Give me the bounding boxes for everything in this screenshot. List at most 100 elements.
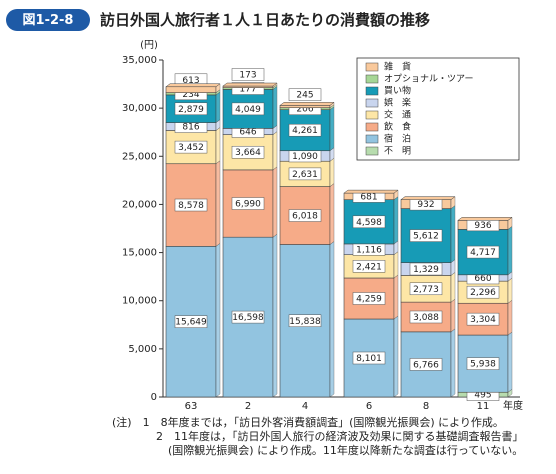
legend-label: 宿 泊 bbox=[384, 133, 411, 145]
label-box bbox=[409, 358, 443, 371]
label-box bbox=[466, 312, 500, 326]
data-label: 5,612 bbox=[413, 232, 439, 242]
data-label: 681 bbox=[360, 192, 377, 202]
y-tick-label: 35,000 bbox=[122, 55, 157, 66]
data-label: 1,116 bbox=[356, 245, 382, 255]
bar-side bbox=[272, 85, 278, 129]
label-box bbox=[288, 314, 322, 328]
label-box bbox=[409, 229, 443, 242]
label-box bbox=[174, 102, 208, 116]
bar-side bbox=[272, 131, 278, 171]
label-box bbox=[409, 310, 443, 324]
bar-side bbox=[272, 166, 278, 238]
legend-label: 娯 楽 bbox=[384, 97, 411, 109]
data-label: 932 bbox=[417, 200, 434, 210]
bar-top bbox=[457, 217, 513, 221]
y-tick-label: 15,000 bbox=[122, 248, 157, 259]
data-label: 1,329 bbox=[413, 265, 439, 275]
label-box bbox=[466, 285, 500, 299]
bar-side bbox=[215, 242, 221, 398]
y-unit: (円) bbox=[140, 40, 158, 51]
bar-side bbox=[215, 91, 221, 124]
legend-swatch bbox=[365, 98, 379, 108]
y-tick-label: 20,000 bbox=[122, 199, 157, 210]
bar-side bbox=[215, 127, 221, 165]
bar-side bbox=[329, 106, 335, 152]
label-box bbox=[231, 197, 265, 210]
data-label: 613 bbox=[182, 76, 199, 86]
legend-swatch bbox=[365, 62, 379, 72]
label-box bbox=[174, 198, 208, 212]
data-label: 3,452 bbox=[178, 143, 204, 153]
data-label: 3,664 bbox=[235, 148, 261, 158]
data-label: 646 bbox=[239, 127, 256, 137]
data-label: 3,304 bbox=[470, 315, 496, 325]
bar-segment bbox=[279, 105, 331, 109]
bar-top bbox=[279, 102, 335, 106]
data-label: 5,938 bbox=[470, 360, 496, 370]
data-label: 660 bbox=[474, 274, 491, 284]
data-label: 8,578 bbox=[178, 201, 204, 211]
badge: 図1-2-8 bbox=[23, 13, 74, 28]
data-label: 245 bbox=[296, 91, 313, 101]
data-label: 234 bbox=[182, 90, 199, 100]
label-box bbox=[409, 262, 443, 276]
bar-side bbox=[507, 225, 513, 276]
legend-swatch bbox=[365, 74, 379, 84]
data-label: 16,598 bbox=[232, 313, 264, 323]
note: (注) 1 8年度までは，「訪日外客消費額調査」(国際観光振興会) により作成。 bbox=[112, 415, 504, 429]
bar-side bbox=[507, 299, 513, 336]
legend-label: オプショナル・ツアー bbox=[384, 74, 473, 85]
badge-bg bbox=[6, 9, 90, 31]
legend-swatch bbox=[365, 134, 379, 144]
bar-side bbox=[329, 183, 335, 245]
bar-side bbox=[329, 157, 335, 187]
data-label: 3,088 bbox=[413, 313, 439, 323]
note: 2 11年度は，「訪日外国人旅行の経済波及効果に関する基礎調査報告書」 bbox=[156, 429, 524, 443]
legend-box bbox=[356, 57, 520, 161]
bar-side bbox=[507, 331, 513, 393]
legend-label: 交 通 bbox=[384, 109, 411, 121]
bar-top bbox=[343, 189, 399, 194]
y-tick-label: 5,000 bbox=[128, 344, 157, 355]
data-label: 1,090 bbox=[292, 152, 318, 162]
bar-side bbox=[215, 160, 221, 247]
legend-swatch bbox=[365, 86, 379, 96]
label-box bbox=[231, 68, 265, 81]
label-box bbox=[174, 140, 208, 154]
data-label: 15,838 bbox=[289, 317, 321, 327]
bar-segment bbox=[165, 86, 217, 93]
legend-label: 買い物 bbox=[384, 85, 411, 97]
bar-side bbox=[393, 251, 399, 279]
bar-top bbox=[222, 82, 278, 87]
bar-segment bbox=[165, 130, 217, 165]
data-label: 8,101 bbox=[356, 354, 382, 364]
bar-side bbox=[450, 205, 456, 264]
x-tick-label: 63 bbox=[185, 401, 198, 412]
legend-swatch bbox=[365, 110, 379, 120]
bar-side bbox=[329, 241, 335, 398]
data-label: 2,296 bbox=[470, 288, 496, 298]
data-label: 4,717 bbox=[470, 248, 496, 258]
data-label: 177 bbox=[239, 85, 256, 95]
label-box bbox=[231, 102, 265, 116]
bar-side bbox=[507, 277, 513, 304]
data-label: 2,879 bbox=[178, 105, 204, 115]
x-tick-label: 2 bbox=[245, 401, 251, 412]
label-box bbox=[231, 145, 265, 159]
bar-side bbox=[272, 233, 278, 398]
label-box bbox=[231, 310, 265, 324]
bar-side bbox=[450, 272, 456, 303]
data-label: 6,990 bbox=[235, 200, 261, 210]
note: (国際観光振興会) により作成。11年度以降新たな調査は行っていない。 bbox=[168, 443, 523, 457]
data-label: 4,261 bbox=[292, 126, 318, 136]
label-box bbox=[409, 282, 443, 296]
legend-swatch bbox=[365, 146, 379, 156]
y-tick-label: 0 bbox=[151, 392, 157, 403]
label-box bbox=[288, 123, 322, 137]
data-label: 4,049 bbox=[235, 105, 261, 115]
data-label: 4,259 bbox=[356, 294, 382, 304]
legend-swatch bbox=[365, 122, 379, 132]
data-label: 2,773 bbox=[413, 285, 439, 295]
